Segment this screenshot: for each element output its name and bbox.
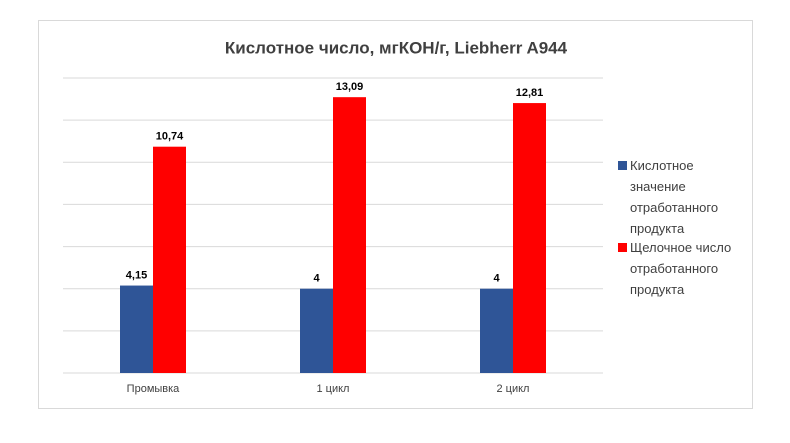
- data-label: 4: [493, 273, 500, 285]
- legend-item: Щелочное число отработанного продукта: [618, 237, 768, 300]
- chart-title: Кислотное число, мгКОН/г, Liebherr A944: [225, 38, 568, 57]
- legend-swatch: [618, 161, 627, 170]
- bar: [153, 146, 186, 373]
- data-label: 4: [313, 273, 320, 285]
- data-label: 10,74: [156, 131, 184, 143]
- bar: [513, 103, 546, 373]
- legend-label: Щелочное число отработанного продукта: [630, 240, 732, 297]
- legend-label: Кислотное значение отработанного продукт…: [630, 158, 719, 236]
- legend-item: Кислотное значение отработанного продукт…: [618, 155, 768, 239]
- data-label: 13,09: [336, 81, 364, 93]
- data-label: 12,81: [516, 87, 544, 99]
- data-label: 4,15: [126, 269, 147, 281]
- legend-swatch: [618, 243, 627, 252]
- x-tick-label: Промывка: [127, 383, 181, 395]
- x-tick-label: 2 цикл: [497, 383, 530, 395]
- bar: [480, 288, 513, 373]
- x-tick-label: 1 цикл: [317, 383, 350, 395]
- bar: [300, 288, 333, 373]
- bar: [120, 285, 153, 373]
- bar: [333, 97, 366, 374]
